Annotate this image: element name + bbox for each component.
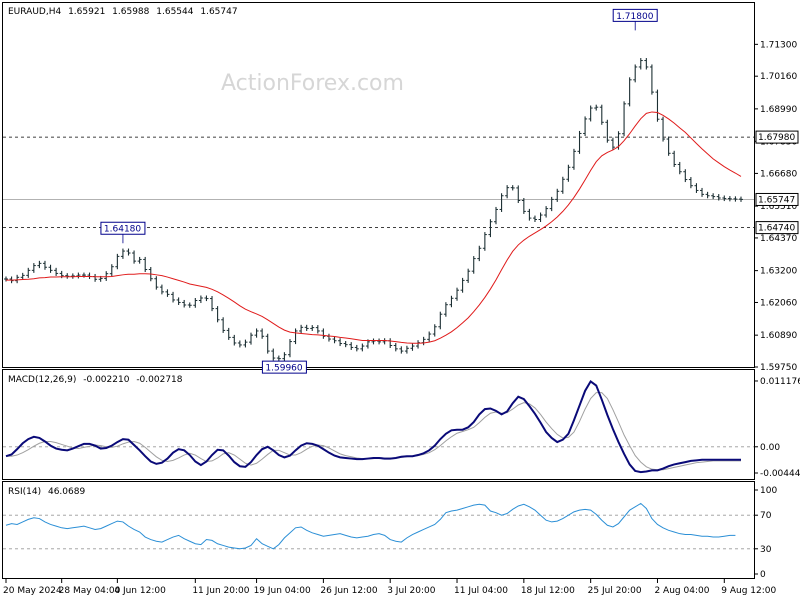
- x-tick-label: 28 May 04:00: [59, 586, 121, 596]
- level-label: 1.65747: [758, 195, 795, 205]
- level-label-box: [755, 192, 799, 206]
- level-label: 1.64740: [758, 224, 795, 234]
- x-tick-label: 3 Jul 20:00: [387, 586, 436, 596]
- macd-main-line: [5, 379, 741, 474]
- price-y-tick-label: 1.59750: [760, 363, 797, 373]
- rsi-y-tick-label: 70: [760, 511, 772, 521]
- x-tick-label: 19 Jun 04:00: [254, 586, 311, 596]
- rsi-title: RSI(14): [8, 487, 41, 497]
- price-bars: [4, 58, 743, 362]
- x-tick-label: 2 Aug 04:00: [654, 586, 709, 596]
- rsi-series-line: [5, 502, 736, 550]
- x-tick-label: 9 Aug 12:00: [721, 586, 776, 596]
- price-y-axis: 1.713001.701601.689901.678301.666801.655…: [754, 40, 797, 373]
- x-tick-label: 20 May 2024: [3, 586, 62, 596]
- watermark: ActionForex.com: [221, 71, 404, 96]
- price-level-labels: 1.67980 1.64740 1.65747: [755, 130, 799, 235]
- rsi-value: 46.0689: [48, 487, 85, 497]
- macd-y-axis: 0.011176 0.00 -0.004449: [754, 377, 800, 479]
- annotation-label: 1.71800: [616, 12, 653, 22]
- macd-y-tick-label: -0.004449: [760, 469, 800, 479]
- x-tick-label: 11 Jun 20:00: [192, 586, 249, 596]
- price-moving-average: [6, 111, 742, 344]
- symbol-label: EURAUD,H4: [8, 7, 61, 17]
- ohlc-high: 1.65988: [112, 7, 149, 17]
- level-label-box: [755, 130, 799, 144]
- price-panel-frame: [2, 2, 755, 368]
- macd-y-tick-label: 0.00: [760, 443, 780, 453]
- macd-legend: MACD(12,26,9) -0.002210 -0.002718: [8, 375, 183, 385]
- x-tick-label: 4 Jun 12:00: [114, 586, 166, 596]
- level-label-box: [755, 221, 799, 235]
- x-tick-label: 26 Jun 12:00: [320, 586, 377, 596]
- ohlc-open: 1.65921: [68, 7, 105, 17]
- annotation-box: [261, 360, 307, 374]
- macd-lines: [5, 379, 741, 474]
- x-tick-label: 25 Jul 20:00: [588, 586, 642, 596]
- rsi-y-tick-label: 30: [760, 545, 772, 555]
- price-annotations: 1.64180 1.59960 1.71800: [100, 8, 658, 374]
- price-y-tick-label: 1.68990: [760, 105, 797, 115]
- annotation-label: 1.64180: [104, 225, 141, 235]
- rsi-level-lines: [3, 514, 754, 550]
- rsi-line: [5, 502, 736, 550]
- rsi-y-axis: 100 70 30 0: [754, 486, 777, 580]
- x-tick-label: 18 Jul 12:00: [521, 586, 575, 596]
- macd-value: -0.002210: [83, 375, 129, 385]
- price-y-tick-label: 1.65510: [760, 202, 797, 212]
- price-y-tick-label: 1.60890: [760, 331, 797, 341]
- macd-title: MACD(12,26,9): [8, 375, 76, 385]
- macd-panel-frame: [2, 369, 755, 480]
- price-y-tick-label: 1.71300: [760, 40, 797, 50]
- annotation-label: 1.59960: [265, 364, 302, 374]
- x-tick-label: 11 Jul 04:00: [454, 586, 508, 596]
- ohlc-low: 1.65544: [156, 7, 193, 17]
- moving-average-line: [6, 111, 742, 344]
- price-legend: EURAUD,H4 1.65921 1.65988 1.65544 1.6574…: [8, 7, 238, 17]
- price-y-tick-label: 1.64370: [760, 234, 797, 244]
- rsi-panel-frame: [2, 481, 755, 579]
- macd-signal-value: -0.002718: [136, 375, 182, 385]
- rsi-y-tick-label: 0: [760, 570, 766, 580]
- rsi-legend: RSI(14) 46.0689: [8, 487, 85, 497]
- level-label: 1.67980: [758, 133, 795, 143]
- ohlc-close: 1.65747: [200, 7, 237, 17]
- price-y-tick-label: 1.62060: [760, 298, 797, 308]
- rsi-y-tick-label: 100: [760, 486, 777, 496]
- price-y-tick-label: 1.63200: [760, 267, 797, 277]
- price-level-lines: [3, 136, 754, 229]
- price-y-tick-label: 1.66680: [760, 169, 797, 179]
- price-y-tick-label: 1.70160: [760, 72, 797, 82]
- macd-y-tick-label: 0.011176: [760, 377, 800, 387]
